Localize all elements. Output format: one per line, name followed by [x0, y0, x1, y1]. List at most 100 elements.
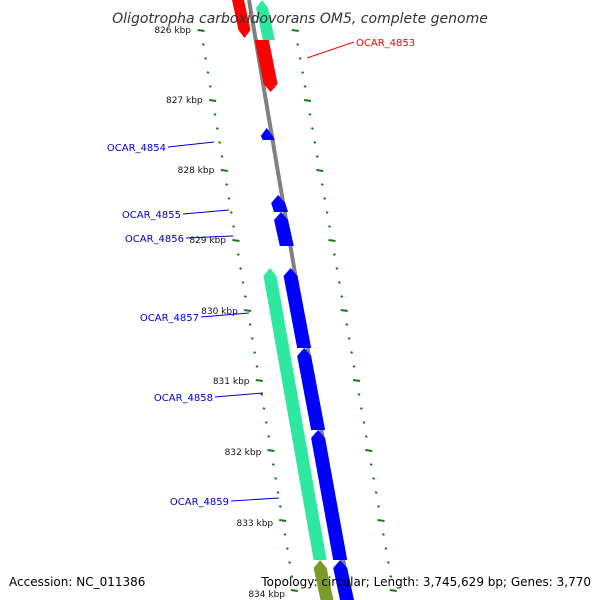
inner-tick: [220, 155, 224, 158]
gene-label: OCAR_4856: [125, 234, 184, 245]
inner-tick: [197, 29, 205, 32]
kbp-label: 828 kbp: [178, 166, 215, 176]
outer-tick: [357, 393, 361, 396]
outer-tick: [313, 141, 317, 144]
outer-tick: [389, 575, 393, 578]
inner-tick: [236, 253, 240, 256]
inner-tick: [218, 141, 222, 144]
inner-tick: [290, 589, 298, 592]
outer-tick: [333, 253, 336, 256]
reverse-cds-feature: [232, 0, 251, 38]
outer-tick: [369, 463, 373, 466]
outer-tick: [325, 211, 329, 214]
inner-tick: [278, 505, 282, 508]
kbp-label: 831 kbp: [213, 377, 250, 387]
outer-tick: [362, 421, 366, 424]
kbp-labels: 826 kbp 827 kbp 828 kbp 829 kbp 830 kbp 831 k…: [154, 26, 285, 600]
inner-tick: [209, 99, 217, 102]
tick-marks: [197, 29, 397, 592]
kbp-label: 832 kbp: [225, 448, 262, 458]
kbp-label: 826 kbp: [154, 26, 191, 36]
outer-tick: [323, 197, 327, 200]
kbp-label: 829 kbp: [189, 236, 226, 246]
inner-tick: [248, 323, 252, 326]
outer-tick: [316, 169, 324, 172]
outer-tick: [377, 505, 380, 508]
forward-cds-feature: [271, 195, 289, 212]
gene-label-leader: [306, 41, 355, 59]
outer-tick: [328, 239, 336, 242]
inner-tick: [290, 575, 294, 578]
outer-tick: [359, 407, 363, 410]
inner-tick: [239, 267, 243, 270]
olive-track-feature: [313, 560, 334, 600]
inner-tick: [232, 225, 236, 228]
gene-labels: OCAR_4853 OCAR_4854 OCAR_4855 OCAR_4856 OCAR…: [107, 38, 415, 508]
outer-tick: [337, 281, 341, 284]
inner-tick: [208, 85, 212, 88]
forward-cds-feature: [297, 348, 326, 430]
gene-label: OCAR_4858: [154, 393, 213, 404]
inner-tick: [271, 463, 275, 466]
forward-cds-feature: [333, 560, 354, 600]
kbp-label: 830 kbp: [201, 307, 238, 317]
inner-tick: [206, 71, 210, 74]
outer-tick: [374, 491, 378, 494]
inner-tick: [225, 183, 229, 186]
outer-tick: [365, 449, 373, 452]
outer-tick: [291, 29, 299, 32]
outer-tick: [315, 155, 319, 158]
gene-label-leader: [214, 392, 264, 398]
inner-tick: [250, 337, 254, 340]
outer-tick: [389, 589, 397, 592]
inner-tick: [204, 57, 208, 60]
inner-tick: [232, 239, 240, 242]
forward-cds-feature: [274, 212, 294, 246]
inner-tick: [241, 281, 245, 284]
gene-label-leader: [185, 235, 234, 239]
gene-label-leader: [230, 497, 280, 502]
inner-tick: [288, 561, 292, 564]
rna-track-feature: [256, 0, 275, 40]
outer-tick: [301, 71, 305, 74]
inner-tick: [274, 477, 278, 480]
outer-tick: [335, 267, 339, 270]
outer-tick: [310, 127, 314, 130]
reverse-cds-feature: [254, 40, 278, 92]
inner-tick: [260, 393, 264, 396]
outer-tick: [320, 183, 324, 186]
outer-tick: [352, 379, 361, 382]
inner-tick: [213, 113, 217, 116]
outer-tick: [308, 113, 312, 116]
inner-tick: [279, 519, 287, 522]
outer-tick: [377, 519, 385, 522]
forward-cds-feature: [260, 128, 275, 140]
outer-tick: [296, 43, 300, 46]
kbp-label: 827 kbp: [166, 96, 203, 106]
map-title: Oligotropha carboxidovorans OM5, complet…: [112, 11, 488, 27]
outer-tick: [386, 561, 390, 564]
outer-tick: [340, 295, 344, 298]
gene-label-leader: [200, 312, 250, 318]
outer-tick: [328, 225, 331, 228]
outer-tick: [352, 365, 356, 368]
outer-tick: [364, 435, 368, 438]
inner-tick: [243, 295, 247, 298]
inner-tick: [227, 197, 231, 200]
topology-text: Topology: circular; Length: 3,745,629 bp…: [260, 575, 591, 589]
inner-tick: [285, 547, 289, 550]
forward-cds-feature: [311, 430, 348, 560]
inner-tick: [262, 407, 266, 410]
outer-tick: [347, 337, 351, 340]
inner-tick: [255, 365, 259, 368]
outer-tick: [303, 99, 312, 102]
accession-text: Accession: NC_011386: [9, 575, 145, 589]
outer-tick: [382, 533, 385, 536]
kbp-label: 833 kbp: [236, 519, 273, 529]
inner-tick: [244, 309, 252, 312]
feature-tracks: [232, 0, 354, 600]
forward-cds-feature: [283, 268, 312, 348]
inner-tick: [255, 379, 263, 382]
